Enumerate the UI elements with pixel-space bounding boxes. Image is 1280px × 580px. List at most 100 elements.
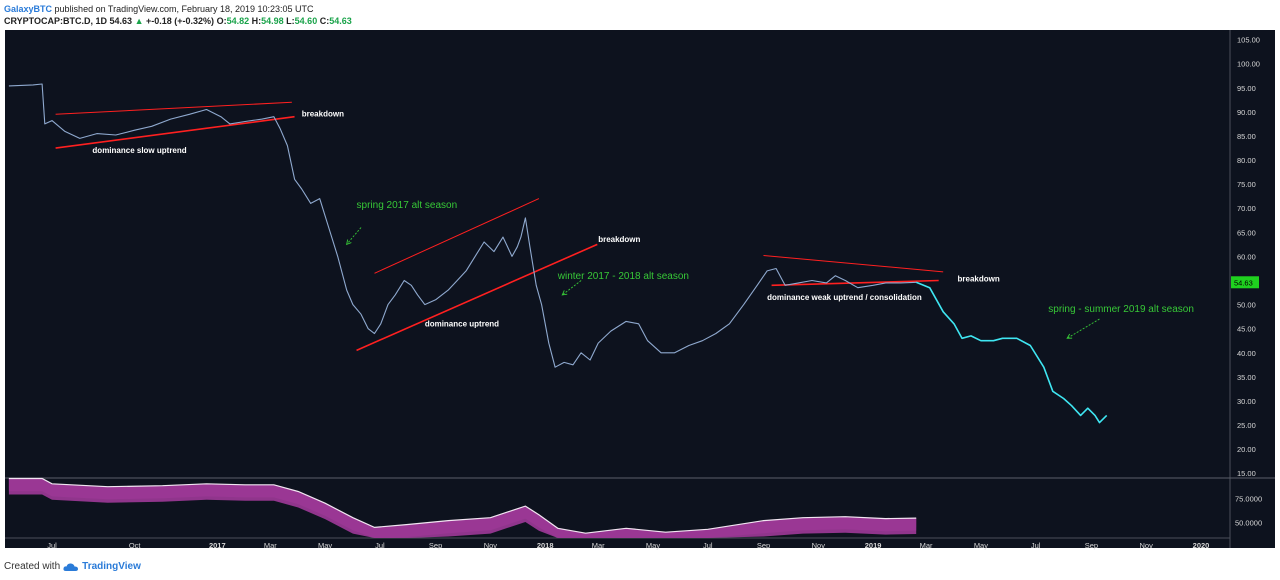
price-tick-label: 95.00 <box>1237 84 1256 93</box>
price-tick-label: 20.00 <box>1237 445 1256 454</box>
time-tick-label: Sep <box>757 541 770 550</box>
price-line <box>8 83 917 368</box>
trendline[interactable] <box>55 115 295 149</box>
price-tick-label: 50.00 <box>1237 301 1256 310</box>
price-tick-label: 65.00 <box>1237 228 1256 237</box>
header-row-1: GalaxyBTC published on TradingView.com, … <box>4 3 352 15</box>
annotation-label: dominance uptrend <box>425 319 499 328</box>
price-series <box>8 83 1108 424</box>
trendline[interactable] <box>356 243 598 352</box>
price-tick-label: 100.00 <box>1237 60 1260 69</box>
price-tick-label: 40.00 <box>1237 349 1256 358</box>
time-tick-label: May <box>974 541 988 550</box>
time-tick-label: Nov <box>812 541 826 550</box>
low-value: 54.60 <box>294 16 318 26</box>
annotation-arrow <box>561 280 582 296</box>
annotation-label: breakdown <box>958 274 1000 283</box>
time-tick-label: Sep <box>429 541 442 550</box>
header-row-2: CRYPTOCAP:BTC.D, 1D 54.63 ▲ +-0.18 (+-0.… <box>4 15 352 27</box>
price-tick-label: 15.00 <box>1237 469 1256 478</box>
last-value: 54.63 <box>109 16 133 26</box>
open-value: 54.82 <box>226 16 250 26</box>
plot-background <box>5 30 1230 548</box>
chart-header: GalaxyBTC published on TradingView.com, … <box>4 3 352 27</box>
open-label: O: <box>216 16 227 26</box>
last-price-badge-label: 54.63 <box>1234 278 1253 287</box>
trendlines <box>55 101 944 352</box>
annotations: breakdown dominance slow uptrend spring 20… <box>92 110 1193 329</box>
price-tick-label: 105.00 <box>1237 36 1260 45</box>
time-tick-label: Nov <box>1140 541 1154 550</box>
time-tick-label: 2020 <box>1193 541 1210 550</box>
price-tick-label: 35.00 <box>1237 373 1256 382</box>
up-triangle-icon: ▲ <box>134 16 144 26</box>
price-tick-label: 25.00 <box>1237 421 1256 430</box>
time-tick-label: 2017 <box>209 541 226 550</box>
annotation-arrow <box>1066 318 1100 339</box>
arrow-head <box>1066 333 1073 339</box>
alt-season-label: spring 2017 alt season <box>357 200 458 211</box>
low-label: L: <box>286 16 295 26</box>
change-value: +-0.18 (+-0.32%) <box>146 16 215 26</box>
trendline[interactable] <box>763 254 944 273</box>
price-tick-label: 30.00 <box>1237 397 1256 406</box>
price-tick-label: 75.00 <box>1237 180 1256 189</box>
lower-band-3 <box>8 478 917 538</box>
lower-tick-label: 75.0000 <box>1235 494 1262 503</box>
trendline[interactable] <box>55 101 292 115</box>
publish-info: published on TradingView.com, February 1… <box>54 4 314 14</box>
time-axis-ticks: Jul Oct 2017 Mar May Jul Sep Nov 2018 Mar May Jul Se… <box>47 541 1209 550</box>
alt-season-label: spring - summer 2019 alt season <box>1048 304 1194 315</box>
trendline[interactable] <box>374 198 540 274</box>
alt-season-label: winter 2017 - 2018 alt season <box>557 271 689 282</box>
annotation-label: dominance weak uptrend / consolidation <box>767 293 922 302</box>
price-tick-label: 45.00 <box>1237 325 1256 334</box>
time-tick-label: Jul <box>703 541 713 550</box>
trendline[interactable] <box>771 279 939 287</box>
time-tick-label: Jul <box>1031 541 1041 550</box>
time-tick-label: Mar <box>920 541 933 550</box>
high-value: 54.98 <box>261 16 284 26</box>
price-tick-label: 70.00 <box>1237 204 1256 213</box>
last-price-badge-box <box>1231 276 1259 289</box>
author-name[interactable]: GalaxyBTC <box>4 4 53 14</box>
projection-line <box>915 281 1108 424</box>
arrow-head <box>561 290 568 296</box>
close-label: C: <box>319 16 330 26</box>
footer: Created with TradingView <box>4 561 141 572</box>
created-with-label: Created with <box>4 561 61 572</box>
annotation-arrows <box>346 227 1100 339</box>
annotation-label: breakdown <box>302 110 344 119</box>
high-label: H: <box>251 16 262 26</box>
time-tick-label: Sep <box>1085 541 1098 550</box>
tradingview-cloud-icon <box>63 562 79 571</box>
annotation-arrow <box>346 227 362 245</box>
time-tick-label: Jul <box>375 541 385 550</box>
price-tick-label: 60.00 <box>1237 252 1256 261</box>
price-tick-label: 80.00 <box>1237 156 1256 165</box>
time-tick-label: May <box>318 541 332 550</box>
lower-tick-label: 50.0000 <box>1235 519 1262 528</box>
time-tick-label: Nov <box>484 541 498 550</box>
annotation-label: breakdown <box>598 235 640 244</box>
price-axis-background <box>1230 30 1275 548</box>
price-tick-label: 90.00 <box>1237 108 1256 117</box>
time-tick-label: 2019 <box>865 541 882 550</box>
time-tick-label: Mar <box>264 541 277 550</box>
close-value: 54.63 <box>329 16 352 26</box>
price-tick-label: 85.00 <box>1237 132 1256 141</box>
tradingview-brand[interactable]: TradingView <box>82 561 141 572</box>
time-tick-label: Jul <box>47 541 57 550</box>
lower-panel <box>8 477 917 538</box>
time-tick-label: Oct <box>129 541 142 550</box>
lower-line <box>8 477 917 534</box>
price-axis-ticks: 105.00 100.00 95.00 90.00 85.00 80.00 75.00 70.… <box>1237 36 1260 479</box>
symbol-label: CRYPTOCAP:BTC.D, 1D <box>4 16 108 26</box>
time-tick-label: 2018 <box>537 541 554 550</box>
time-tick-label: Mar <box>592 541 605 550</box>
annotation-label: dominance slow uptrend <box>92 146 186 155</box>
lower-axis-ticks: 75.0000 50.0000 <box>1235 494 1262 527</box>
time-tick-label: May <box>646 541 660 550</box>
last-price-badge: 54.63 <box>1231 276 1259 289</box>
